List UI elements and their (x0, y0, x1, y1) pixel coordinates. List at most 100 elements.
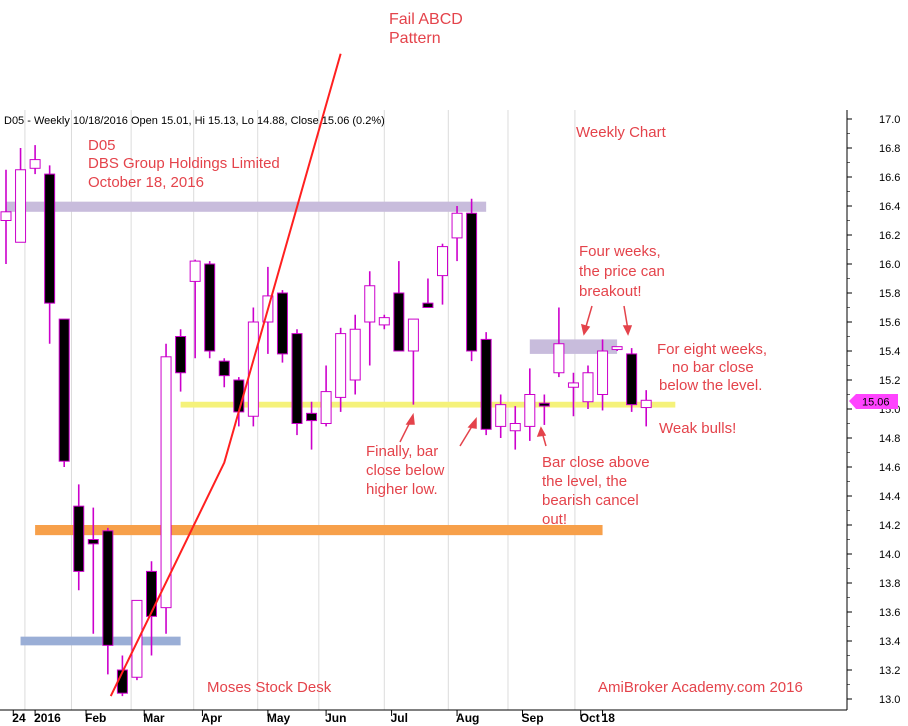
annotation-eight-weeks-2: no bar close (672, 359, 754, 376)
x-tick-label: Jun (325, 711, 346, 725)
x-tick-label: Apr (201, 711, 222, 725)
annotation-four-weeks-3: breakout! (579, 283, 642, 300)
candle-body-bull (131, 599, 143, 678)
candle-body-bull (582, 372, 594, 403)
arrowhead-bar-above (536, 426, 547, 437)
y-tick-label: 13.8 (879, 578, 900, 590)
candle-body-bull (451, 212, 463, 239)
candle-body-bull (611, 346, 623, 351)
y-tick-label: 14.4 (879, 491, 900, 503)
candle-body-bear (276, 292, 288, 355)
level-band-yellow (180, 401, 676, 408)
annotation-fail-abcd-2: Pattern (389, 30, 441, 47)
level-band-lavender-right (529, 339, 618, 354)
support-resistance-bands (6, 201, 676, 646)
candle-body-bear (626, 353, 638, 406)
y-tick-label: 13.2 (879, 665, 900, 677)
arrowhead-four-weeks-b (622, 325, 633, 336)
annotation-academy: AmiBroker Academy.com 2016 (598, 679, 803, 696)
annotation-finally-2: close below (366, 462, 445, 479)
y-tick-label: 16.0 (879, 259, 900, 271)
y-tick-label: 15.2 (879, 375, 900, 387)
candle-body-bear (146, 570, 157, 617)
annotation-ticker: D05 (88, 137, 116, 154)
candle-body-bear (291, 333, 303, 425)
candle-body-bear (538, 402, 550, 407)
candle-body-bull (349, 328, 361, 381)
candle-body-bear (218, 360, 230, 377)
level-band-blue (20, 636, 181, 646)
candle-body-bear (175, 336, 187, 374)
annotation-four-weeks-2: the price can (579, 263, 665, 280)
annotation-finally-3: higher low. (366, 481, 438, 498)
candle-body-bull (567, 382, 579, 388)
annotations: D05 DBS Group Holdings Limited October 1… (88, 11, 803, 696)
candle-body-bear (102, 530, 114, 646)
annotation-moses: Moses Stock Desk (207, 679, 332, 696)
candle-body-bull (597, 350, 609, 395)
annotation-bar-above-3: bearish cancel (542, 492, 639, 509)
annotation-weak-bulls: Weak bulls! (659, 420, 736, 437)
annotation-date: October 18, 2016 (88, 174, 204, 191)
candle-body-bull (364, 285, 376, 323)
y-tick-label: 16.2 (879, 230, 900, 242)
x-tick-label: Mar (143, 711, 165, 725)
y-tick-label: 14.8 (879, 433, 900, 445)
candle-body-bear (73, 505, 85, 572)
y-tick-label: 14.2 (879, 520, 900, 532)
candle-body-bear (306, 412, 318, 422)
level-band-orange (35, 525, 603, 536)
annotation-weekly-chart: Weekly Chart (576, 124, 667, 141)
x-tick-label: 24 (12, 711, 26, 725)
candle-body-bull (247, 321, 259, 417)
x-tick-label: May (267, 711, 291, 725)
candle-body-bull (189, 260, 201, 282)
y-tick-label: 13.4 (879, 636, 900, 648)
candle-body-bull (320, 391, 332, 425)
candle-body-bull (524, 394, 536, 427)
y-tick-label: 16.6 (879, 172, 900, 184)
x-tick-label: Aug (456, 711, 479, 725)
annotation-fail-abcd-1: Fail ABCD (389, 11, 463, 28)
x-tick-label: Jul (391, 711, 408, 725)
candle-body-bull (495, 404, 507, 427)
x-axis-ticks: 24 2016 Feb Mar Apr May Jun Jul Aug Sep Oct 18 (12, 710, 615, 725)
x-tick-label: 18 (602, 711, 616, 725)
y-tick-label: 13.0 (879, 694, 900, 706)
candle-body-bull (0, 211, 12, 222)
y-axis-ticks: 13.0 13.2 13.4 13.6 13.8 14.0 14.2 14.4 14.6 14.8… (847, 114, 900, 706)
level-band-lavender-top (6, 201, 487, 212)
y-tick-label: 14.6 (879, 462, 900, 474)
x-tick-label: Oct (580, 711, 600, 725)
y-tick-label: 16.8 (879, 143, 900, 155)
x-tick-label: 2016 (34, 711, 61, 725)
annotation-eight-weeks-3: below the level. (659, 377, 762, 394)
annotation-arrows (399, 305, 633, 447)
last-price-label: 15.06 (862, 397, 890, 409)
candle-body-bear (422, 302, 434, 308)
candle-body-bear (466, 212, 478, 352)
annotation-bar-above-2: the level, the (542, 473, 627, 490)
arrowhead-four-weeks-a (580, 323, 591, 336)
annotation-eight-weeks-1: For eight weeks, (657, 341, 767, 358)
candle-body-bull (15, 169, 27, 243)
candle-body-bear (393, 292, 405, 352)
x-tick-label: Feb (85, 711, 106, 725)
candle-body-bull (160, 356, 172, 609)
annotation-bar-above-4: out! (542, 511, 567, 528)
y-tick-label: 17.0 (879, 114, 900, 126)
candle-body-bear (480, 338, 492, 430)
candle-body-bull (640, 399, 652, 409)
y-tick-label: 15.8 (879, 288, 900, 300)
arrowhead-finally-b (467, 417, 477, 429)
y-tick-label: 13.6 (879, 607, 900, 619)
y-tick-label: 16.4 (879, 201, 900, 213)
annotation-bar-above-1: Bar close above (542, 454, 650, 471)
abcd-pattern-line (109, 53, 342, 697)
y-tick-label: 15.4 (879, 346, 900, 358)
candle-body-bull (335, 333, 347, 398)
candle-body-bear (87, 539, 99, 545)
candle-body-bull (509, 423, 521, 432)
candle-body-bull (29, 159, 41, 169)
candle-body-bull (378, 317, 390, 326)
